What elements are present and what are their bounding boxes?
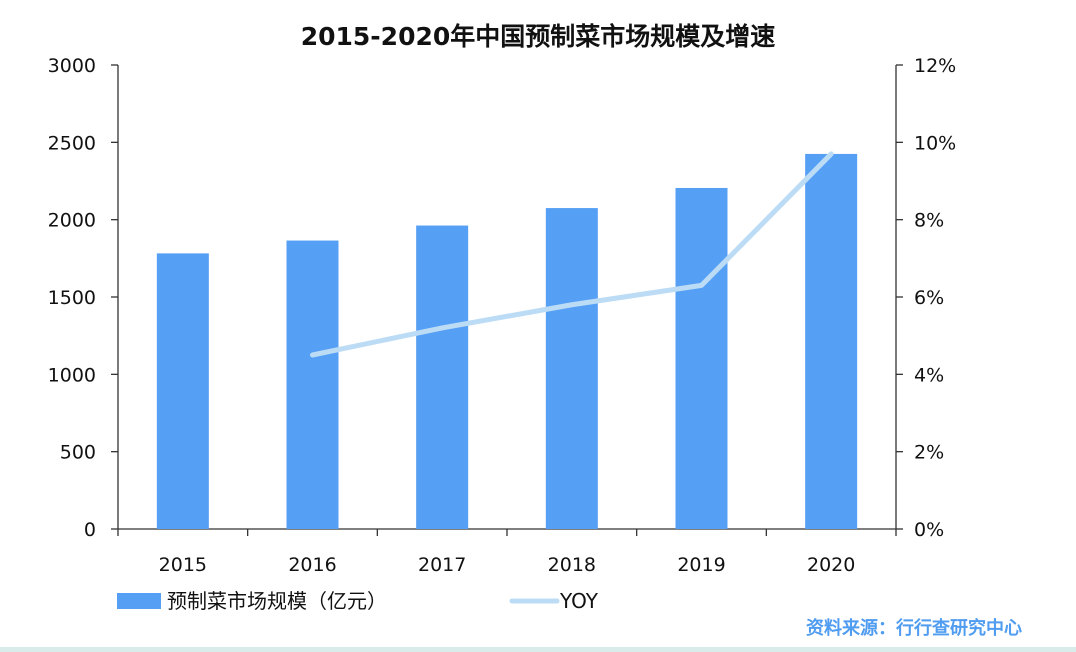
left-tick-label: 500 — [60, 442, 96, 464]
source-note: 资料来源：行行查研究中心 — [806, 617, 1022, 639]
bar — [416, 225, 469, 529]
legend-label-line: YOY — [559, 589, 599, 613]
left-tick-label: 0 — [84, 519, 96, 541]
bar — [545, 208, 598, 530]
left-tick-label: 2500 — [48, 132, 96, 154]
left-tick-label: 3000 — [48, 55, 96, 77]
x-tick-label: 2016 — [288, 554, 336, 576]
x-tick-label: 2018 — [548, 554, 596, 576]
left-tick-label: 1500 — [48, 287, 96, 309]
right-tick-label: 6% — [914, 287, 944, 309]
right-tick-label: 8% — [914, 210, 944, 232]
right-tick-label: 10% — [914, 132, 956, 154]
bar-series — [156, 153, 858, 530]
line-series — [310, 151, 834, 358]
right-y-axis: 0% 2% 4% 6% 8% 10% 12% — [895, 55, 956, 541]
yoy-line — [310, 151, 834, 358]
legend-label-bars: 预制菜市场规模（亿元） — [167, 589, 387, 613]
x-tick-label: 2017 — [418, 554, 466, 576]
right-tick-label: 12% — [914, 55, 956, 77]
bottom-divider — [0, 647, 1076, 652]
bar — [156, 253, 209, 529]
right-tick-label: 4% — [914, 364, 944, 386]
legend-swatch-bars — [117, 593, 161, 609]
legend: 预制菜市场规模（亿元） YOY — [117, 589, 599, 613]
right-tick-label: 2% — [914, 442, 944, 464]
right-tick-label: 0% — [914, 519, 944, 541]
bar — [805, 153, 858, 529]
chart-title: 2015-2020年中国预制菜市场规模及增速 — [301, 22, 776, 51]
bar — [286, 240, 339, 529]
bar — [675, 187, 728, 529]
left-tick-label: 2000 — [48, 210, 96, 232]
left-tick-label: 1000 — [48, 364, 96, 386]
left-y-axis: 0 500 1000 1500 2000 2500 3000 — [48, 55, 119, 541]
x-axis: 2015 2016 2017 2018 2019 2020 — [117, 528, 897, 576]
x-tick-label: 2015 — [159, 554, 207, 576]
x-tick-label: 2020 — [807, 554, 855, 576]
x-tick-label: 2019 — [677, 554, 725, 576]
